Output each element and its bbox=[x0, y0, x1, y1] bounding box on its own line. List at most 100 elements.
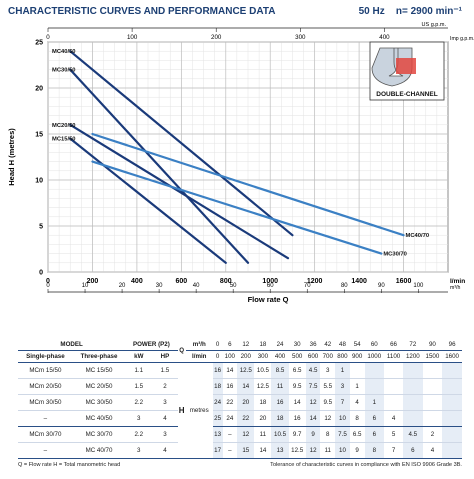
head-value: 12 bbox=[237, 426, 255, 443]
head-value bbox=[422, 394, 443, 411]
head-value: 7.5 bbox=[335, 426, 350, 443]
head-value: 10.5 bbox=[271, 426, 289, 443]
single-phase-header: Single-phase bbox=[18, 350, 73, 363]
flow-m3h-header: 12 bbox=[237, 339, 255, 351]
head-value: 17 bbox=[212, 442, 223, 459]
x-tick-label: 400 bbox=[131, 278, 143, 285]
flow-m3h-header: 18 bbox=[254, 339, 272, 351]
head-value: 11 bbox=[320, 442, 336, 459]
head-value: 12 bbox=[305, 442, 321, 459]
h-axis-label: H bbox=[177, 362, 186, 459]
flow-m3h-header: 54 bbox=[349, 339, 365, 351]
speed-value: n= 2900 min⁻¹ bbox=[395, 6, 462, 17]
table-row: MCm 30/70 MC 30/70 2.2 3 13–12 11 10.5 9.7 9 8 7.5… bbox=[18, 426, 462, 443]
h-unit: metres bbox=[185, 362, 213, 459]
flow-lmin-header: 800 bbox=[335, 350, 350, 363]
flow-m3h-header: 36 bbox=[305, 339, 321, 351]
head-value: 3 bbox=[320, 362, 336, 379]
power-hp: 4 bbox=[152, 442, 178, 459]
flow-m3h-header: 60 bbox=[364, 339, 385, 351]
head-value: 9 bbox=[349, 442, 365, 459]
power-hp: 3 bbox=[152, 426, 178, 443]
head-value: 20 bbox=[237, 394, 255, 411]
hp-header: HP bbox=[152, 350, 178, 363]
flow-m3h-header: 30 bbox=[288, 339, 306, 351]
head-value: 9 bbox=[305, 426, 321, 443]
head-value: 14 bbox=[288, 394, 306, 411]
series-label: MC40/70 bbox=[406, 233, 430, 239]
head-value: 11 bbox=[271, 378, 289, 395]
x-tick-label: 1000 bbox=[262, 278, 278, 285]
model-header: MODEL bbox=[18, 339, 126, 351]
performance-table: MODEL POWER (P2) Q m³/h 0 6 12 18 24 30 36 42 48… bbox=[18, 339, 462, 459]
head-value bbox=[403, 394, 423, 411]
series-line-mc40-70 bbox=[91, 132, 405, 237]
performance-table-wrap: MODEL POWER (P2) Q m³/h 0 6 12 18 24 30 36 42 48… bbox=[18, 339, 462, 459]
series-label: MC15/50 bbox=[52, 137, 76, 143]
head-value: 7.5 bbox=[305, 378, 321, 395]
x-tick-label: 1600 bbox=[396, 278, 412, 285]
chart-series bbox=[69, 50, 405, 264]
y-tick-label: 5 bbox=[39, 224, 43, 231]
three-phase-model: MC 30/50 bbox=[72, 394, 126, 411]
m3h-axis-tick-label: 10 bbox=[82, 283, 89, 289]
q-unit-lmin: l/min bbox=[185, 350, 213, 363]
page-title: CHARACTERISTIC CURVES AND PERFORMANCE DA… bbox=[8, 6, 276, 17]
series-label: MC20/50 bbox=[52, 123, 76, 129]
right-axis-unit: Imp g.p.m. bbox=[450, 36, 474, 42]
flow-lmin-header: 1200 bbox=[403, 350, 423, 363]
head-value bbox=[422, 410, 443, 427]
single-phase-model: – bbox=[18, 410, 73, 427]
flow-lmin-header: 1600 bbox=[442, 350, 462, 363]
flow-m3h-header: 0 bbox=[212, 339, 223, 351]
table-row: – MC 40/70 3 4 17–15 14 13 12.5 12 11 10 9 8 7 6 4 bbox=[18, 442, 462, 459]
head-value bbox=[403, 410, 423, 427]
head-value: 6 bbox=[364, 426, 385, 443]
power-hp: 1.5 bbox=[152, 362, 178, 379]
top-axis-tick-label: 0 bbox=[46, 34, 50, 41]
head-value: 12 bbox=[320, 410, 336, 427]
head-value: 11 bbox=[254, 426, 272, 443]
flow-lmin-header: 100 bbox=[222, 350, 238, 363]
head-value: – bbox=[222, 442, 238, 459]
x-unit-label: l/min bbox=[450, 278, 465, 285]
head-value: 6 bbox=[403, 442, 423, 459]
head-value bbox=[403, 378, 423, 395]
chart-labels: MC40/50 MC30/50 MC20/50 MC15/50 MC40/70 MC30/… bbox=[52, 49, 429, 257]
frequency-label: 50 Hz n= 2900 min⁻¹ bbox=[359, 6, 462, 17]
flow-m3h-header: 72 bbox=[403, 339, 423, 351]
series-line-mc30-70 bbox=[91, 160, 383, 255]
head-value: 4 bbox=[422, 442, 443, 459]
single-phase-model: MCm 30/70 bbox=[18, 426, 73, 443]
y-tick-label: 25 bbox=[35, 40, 43, 47]
table-row: – MC 40/50 3 4 25 24 22 20 18 16 14 12 10 8 6 4 bbox=[18, 410, 462, 427]
head-value: 15 bbox=[237, 442, 255, 459]
head-value: 10 bbox=[335, 442, 350, 459]
single-phase-model: MCm 15/50 bbox=[18, 362, 73, 379]
head-value: 18 bbox=[254, 394, 272, 411]
head-value: 12.5 bbox=[254, 378, 272, 395]
head-value: 13 bbox=[212, 426, 223, 443]
table-row: MCm 20/50 MC 20/50 1.5 2 18 16 14 12.5 11 9.5 7.5 5… bbox=[18, 378, 462, 395]
m3h-axis-tick-label: 70 bbox=[304, 283, 311, 289]
three-phase-model: MC 40/70 bbox=[72, 442, 126, 459]
head-value: 10.5 bbox=[254, 362, 272, 379]
m3h-axis-tick-label: 40 bbox=[193, 283, 200, 289]
flow-lmin-header: 900 bbox=[349, 350, 365, 363]
series-label: MC40/50 bbox=[52, 49, 76, 55]
flow-m3h-header: 96 bbox=[442, 339, 462, 351]
head-value: 16 bbox=[288, 410, 306, 427]
head-value: 5.5 bbox=[320, 378, 336, 395]
head-value: 2 bbox=[422, 426, 443, 443]
kw-header: kW bbox=[125, 350, 153, 363]
power-hp: 4 bbox=[152, 410, 178, 427]
head-value: 14 bbox=[237, 378, 255, 395]
head-value bbox=[384, 378, 404, 395]
head-value: 1 bbox=[364, 394, 385, 411]
x-tick-label: 1200 bbox=[307, 278, 323, 285]
head-value: 6.5 bbox=[349, 426, 365, 443]
head-value: 1 bbox=[335, 362, 350, 379]
m3h-axis-tick-label: 50 bbox=[230, 283, 237, 289]
head-value bbox=[442, 426, 462, 443]
power-hp: 3 bbox=[152, 394, 178, 411]
